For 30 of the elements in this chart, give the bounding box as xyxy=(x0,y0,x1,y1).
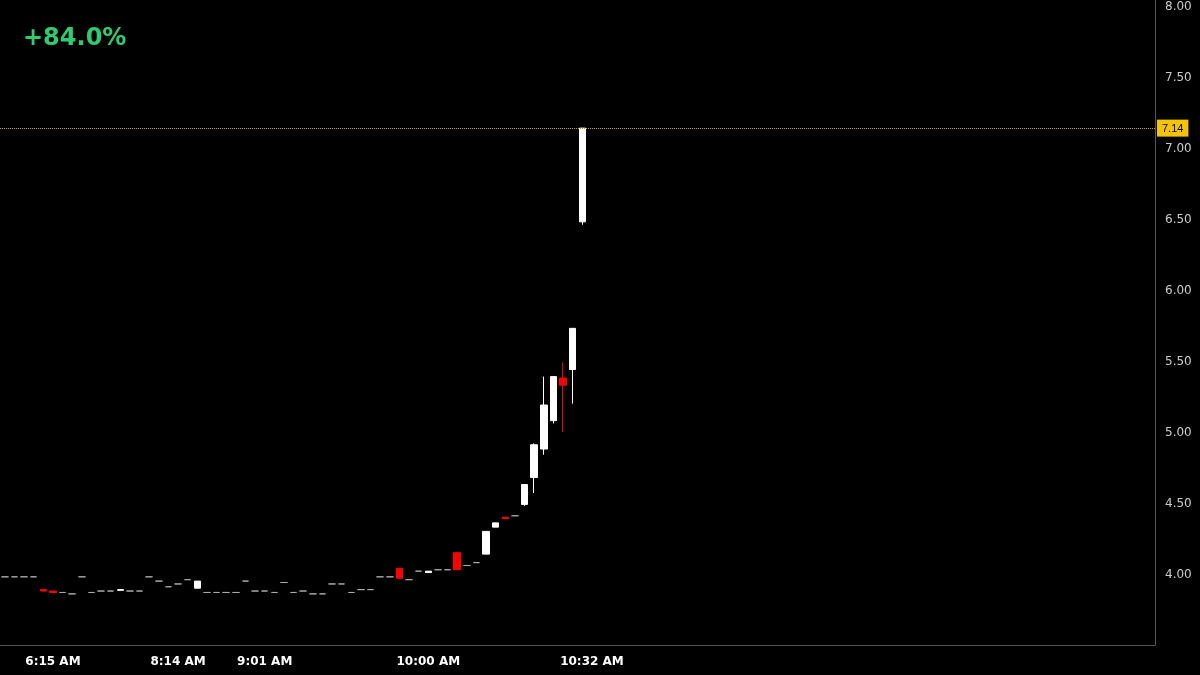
candlestick xyxy=(569,327,576,405)
candlestick xyxy=(453,552,461,571)
y-tick-label: 4.50 xyxy=(1165,496,1192,510)
candlestick xyxy=(194,580,201,589)
candlestick xyxy=(550,376,557,424)
x-tick-label: 6:15 AM xyxy=(25,654,81,668)
y-tick-label: 5.00 xyxy=(1165,425,1192,439)
x-tick-label: 10:32 AM xyxy=(560,654,624,668)
y-tick-label: 7.50 xyxy=(1165,70,1192,84)
candlestick xyxy=(530,442,538,494)
ref-line-label: 7.14 xyxy=(1162,122,1184,135)
candlestick xyxy=(396,567,403,579)
y-tick-label: 6.00 xyxy=(1165,283,1192,297)
candlestick xyxy=(579,127,586,226)
y-tick-label: 7.00 xyxy=(1165,141,1192,155)
candlestick xyxy=(482,530,490,555)
candlestick xyxy=(540,376,548,456)
y-tick-label: 8.00 xyxy=(1165,0,1192,13)
candlestick xyxy=(49,590,57,593)
y-tick-label: 6.50 xyxy=(1165,212,1192,226)
candlestick xyxy=(521,484,528,507)
text: +84.0% xyxy=(23,23,127,51)
y-tick-label: 5.50 xyxy=(1165,354,1192,368)
candlestick xyxy=(40,589,47,592)
x-tick-label: 8:14 AM xyxy=(150,654,206,668)
y-tick-label: 4.00 xyxy=(1165,567,1192,581)
x-tick-label: 9:01 AM xyxy=(237,654,293,668)
x-tick-label: 10:00 AM xyxy=(396,654,461,668)
candlestick xyxy=(492,522,499,528)
candlestick xyxy=(559,361,567,433)
